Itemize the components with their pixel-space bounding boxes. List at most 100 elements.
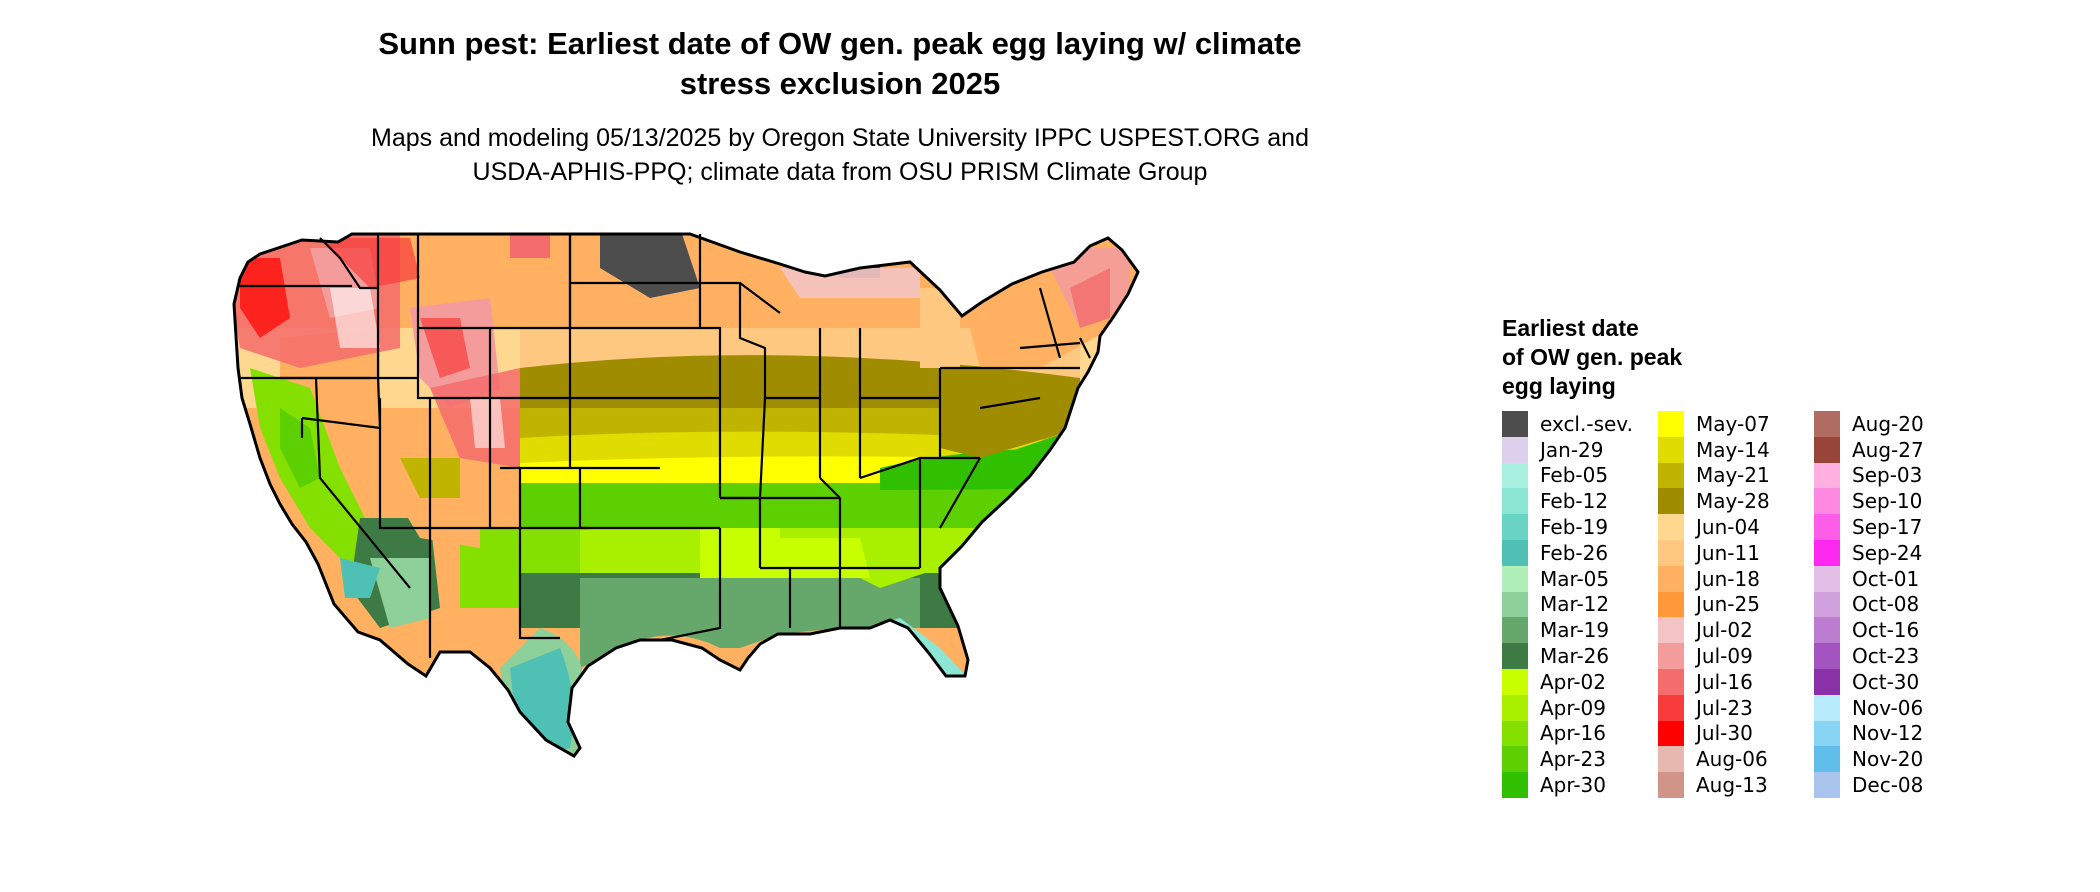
legend-swatch <box>1814 746 1840 773</box>
legend-label: Jun-04 <box>1696 515 1760 540</box>
legend-label: Jul-09 <box>1696 644 1753 669</box>
legend-swatch <box>1502 591 1528 618</box>
legend-swatch <box>1502 462 1528 489</box>
us-map <box>232 232 1140 758</box>
legend-item: Nov-06 <box>1814 694 1948 721</box>
legend-label: Jan-29 <box>1540 437 1604 462</box>
legend-swatch <box>1502 746 1528 773</box>
legend-item: Apr-09 <box>1502 694 1636 721</box>
legend-label: May-21 <box>1696 463 1770 488</box>
legend-swatch <box>1502 772 1528 798</box>
legend-item: Sep-03 <box>1814 462 1948 489</box>
legend-swatch <box>1814 694 1840 721</box>
legend-item: Feb-05 <box>1502 462 1636 489</box>
legend-item: Oct-16 <box>1814 617 1948 644</box>
legend-item: May-21 <box>1658 462 1792 489</box>
legend-swatch <box>1814 617 1840 644</box>
legend-swatch <box>1814 668 1840 695</box>
legend-label: Oct-23 <box>1852 644 1920 669</box>
legend-swatch <box>1814 462 1840 489</box>
legend-item: May-07 <box>1658 411 1792 437</box>
legend-swatch <box>1814 488 1840 515</box>
legend-swatch <box>1658 591 1684 618</box>
legend-swatch <box>1502 720 1528 747</box>
legend-label: Feb-26 <box>1540 540 1609 565</box>
legend-swatch <box>1502 617 1528 644</box>
legend-swatch <box>1502 565 1528 592</box>
legend-swatch <box>1814 514 1840 540</box>
legend-label: Nov-12 <box>1852 721 1924 746</box>
legend-label: Oct-08 <box>1852 592 1920 617</box>
legend-item: Mar-26 <box>1502 643 1636 669</box>
legend-label: Apr-09 <box>1540 695 1606 720</box>
legend-swatch <box>1502 694 1528 721</box>
legend-label: Apr-16 <box>1540 721 1606 746</box>
legend-label: Sep-24 <box>1852 540 1923 565</box>
legend-item: Apr-30 <box>1502 772 1636 798</box>
map-subtitle-line-2: USDA-APHIS-PPQ; climate data from OSU PR… <box>472 158 1208 186</box>
legend-item: Jul-30 <box>1658 720 1792 747</box>
legend-label: Mar-05 <box>1540 566 1610 591</box>
legend-item: Apr-02 <box>1502 668 1636 695</box>
legend-item: Feb-26 <box>1502 539 1636 566</box>
legend-item: Aug-06 <box>1658 746 1792 773</box>
legend-column: excl.-sev. Jan-29 Feb-05 Feb-12 Feb-19 Feb-26… <box>1502 411 1636 798</box>
legend-swatch <box>1658 720 1684 747</box>
legend-swatch <box>1658 411 1684 437</box>
legend-item: Aug-20 <box>1814 411 1948 437</box>
legend-label: Sep-17 <box>1852 515 1923 540</box>
legend-item: Sep-10 <box>1814 488 1948 515</box>
legend-swatch <box>1658 668 1684 695</box>
legend-label: Nov-20 <box>1852 747 1924 772</box>
legend-swatch <box>1814 411 1840 437</box>
legend-label: Jun-18 <box>1696 566 1760 591</box>
legend-label: Aug-06 <box>1696 747 1768 772</box>
legend-swatch <box>1658 539 1684 566</box>
legend-swatch <box>1502 668 1528 695</box>
legend-item: Nov-12 <box>1814 720 1948 747</box>
legend-item: Mar-05 <box>1502 565 1636 592</box>
legend-swatch <box>1814 565 1840 592</box>
legend-item: Dec-08 <box>1814 772 1948 798</box>
legend-label: Jul-16 <box>1696 669 1753 694</box>
legend-item: Oct-01 <box>1814 565 1948 592</box>
legend-swatch <box>1658 488 1684 515</box>
legend-item: Oct-23 <box>1814 643 1948 669</box>
map-title: Sunn pest: Earliest date of OW gen. peak… <box>240 24 1440 104</box>
legend-label: Oct-30 <box>1852 669 1920 694</box>
legend-label: Apr-23 <box>1540 747 1606 772</box>
legend-item: Jul-02 <box>1658 617 1792 644</box>
legend-swatch <box>1814 436 1840 463</box>
legend-label: Apr-30 <box>1540 773 1606 798</box>
legend-swatch <box>1502 643 1528 669</box>
legend-column: Aug-20 Aug-27 Sep-03 Sep-10 Sep-17 Sep-24 Oct-… <box>1814 411 1948 798</box>
legend-item: Oct-08 <box>1814 591 1948 618</box>
legend-label: Feb-05 <box>1540 463 1609 488</box>
map-subtitle-line-1: Maps and modeling 05/13/2025 by Oregon S… <box>371 124 1309 152</box>
legend-item: Feb-19 <box>1502 514 1636 540</box>
legend-label: Jul-02 <box>1696 618 1753 643</box>
legend-swatch <box>1658 436 1684 463</box>
legend-swatch <box>1502 514 1528 540</box>
legend-swatch <box>1658 565 1684 592</box>
legend-label: Jul-23 <box>1696 695 1753 720</box>
legend-item: May-14 <box>1658 436 1792 463</box>
legend-item: Mar-12 <box>1502 591 1636 618</box>
legend-swatch <box>1658 772 1684 798</box>
legend: Earliest date of OW gen. peak egg laying… <box>1502 314 1948 798</box>
legend-label: Aug-27 <box>1852 437 1924 462</box>
legend-swatch <box>1814 591 1840 618</box>
legend-item: Aug-13 <box>1658 772 1792 798</box>
legend-swatch <box>1814 720 1840 747</box>
legend-item: Jun-04 <box>1658 514 1792 540</box>
legend-swatch <box>1502 539 1528 566</box>
legend-item: Aug-27 <box>1814 436 1948 463</box>
legend-item: Mar-19 <box>1502 617 1636 644</box>
legend-swatch <box>1814 772 1840 798</box>
legend-swatch <box>1814 539 1840 566</box>
legend-item: Sep-17 <box>1814 514 1948 540</box>
legend-label: Jun-25 <box>1696 592 1760 617</box>
legend-swatch <box>1658 746 1684 773</box>
legend-columns: excl.-sev. Jan-29 Feb-05 Feb-12 Feb-19 Feb-26… <box>1502 411 1948 798</box>
legend-title-line-3: egg laying <box>1502 373 1616 399</box>
